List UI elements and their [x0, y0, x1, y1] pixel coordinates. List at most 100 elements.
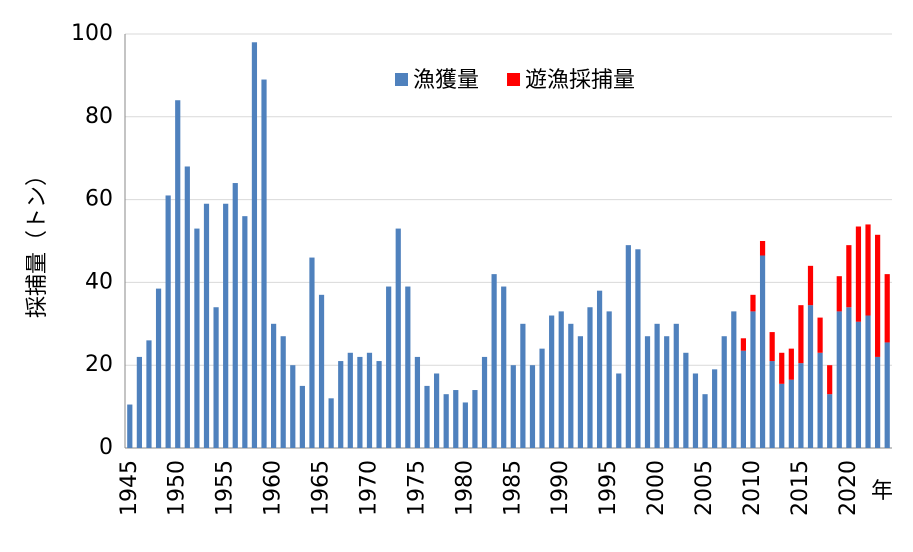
bar-segment: [798, 363, 804, 448]
bar-segment: [366, 352, 373, 448]
bar-segment: [472, 390, 478, 448]
legend-swatch: [507, 73, 521, 86]
x-tick-label: 1960: [261, 460, 286, 516]
bar-segment: [836, 311, 842, 448]
bar-segment: [213, 307, 219, 448]
bar-segment: [798, 305, 804, 364]
bar-segment: [251, 42, 258, 448]
bar-segment: [242, 216, 248, 448]
bar-segment: [865, 315, 871, 448]
bar-segment: [644, 336, 651, 448]
bar-segment: [712, 369, 718, 448]
x-tick-label: 1985: [500, 460, 525, 516]
bar-segment: [855, 321, 862, 448]
bar-segment: [549, 315, 555, 448]
bar-segment: [146, 340, 152, 448]
bar-segment: [203, 203, 210, 448]
x-tick-label: 1975: [404, 460, 429, 516]
bar-segment: [817, 317, 823, 353]
bar-segment: [462, 402, 468, 448]
y-tick-label: 80: [85, 104, 113, 129]
x-tick-label: 1965: [309, 460, 334, 516]
bar-segment: [673, 323, 679, 448]
bar-segment: [817, 352, 823, 448]
bar-segment: [616, 373, 622, 448]
bar-segment: [759, 241, 766, 256]
bar-segment: [875, 234, 881, 357]
x-tick-label: 1945: [117, 460, 142, 516]
bar-segment: [290, 365, 296, 448]
bar-segment: [769, 332, 775, 362]
bar-segment: [788, 348, 794, 380]
x-tick-label: 1980: [452, 460, 477, 516]
bar-segment: [836, 276, 842, 312]
bar-segment: [846, 245, 852, 308]
bar-segment: [405, 286, 411, 448]
y-tick-label: 20: [85, 352, 113, 377]
bar-segment: [750, 294, 756, 312]
bar-segment: [827, 394, 833, 448]
bar-segment: [520, 323, 526, 448]
bar-segment: [740, 338, 746, 351]
bar-segment: [558, 311, 564, 448]
bar-segment: [827, 365, 833, 395]
bar-segment: [731, 311, 737, 448]
bar-segment: [587, 307, 593, 448]
bar-segment: [568, 323, 574, 448]
bar-segment: [347, 352, 353, 448]
bar-segment: [318, 294, 325, 448]
bar-segment: [654, 323, 660, 448]
bar-segment: [865, 224, 871, 316]
bar-segment: [577, 336, 584, 448]
x-tick-label: 1990: [548, 460, 573, 516]
y-tick-label: 100: [71, 21, 113, 46]
bar-segment: [136, 356, 142, 448]
bar-segment: [453, 390, 459, 448]
x-tick-label: 1955: [213, 460, 238, 516]
bar-segment: [740, 350, 746, 448]
bar-segment: [596, 290, 603, 448]
y-tick-label: 60: [85, 187, 113, 212]
bar-segment: [683, 352, 689, 448]
x-tick-label: 2010: [740, 460, 765, 516]
bar-segment: [855, 226, 862, 322]
bar-segment: [501, 286, 507, 448]
x-tick-label: 2005: [692, 460, 717, 516]
bar-segment: [529, 365, 536, 448]
bar-segment: [433, 373, 440, 448]
bar-segment: [414, 356, 421, 448]
bar-segment: [884, 342, 890, 448]
x-tick-label: 2000: [644, 460, 669, 516]
bar-segment: [539, 348, 545, 448]
bar-segment: [481, 356, 488, 448]
bar-segment: [606, 311, 612, 448]
bar-segment: [875, 356, 881, 448]
legend-label: 漁獲量: [413, 68, 479, 93]
bar-segment: [309, 257, 315, 448]
bar-segment: [261, 79, 267, 448]
bar-segment: [175, 100, 181, 449]
bar-segment: [127, 404, 133, 448]
bar-segment: [491, 274, 497, 448]
x-tick-label: 2015: [788, 460, 813, 516]
bar-segment: [664, 336, 670, 448]
bar-segment: [194, 228, 200, 448]
bar-segment: [155, 288, 162, 448]
bar-segment: [376, 361, 382, 448]
y-tick-label: 0: [99, 435, 113, 460]
x-tick-label: 2020: [836, 460, 861, 516]
bar-segment: [769, 361, 775, 448]
bar-segment: [357, 356, 363, 448]
bar-segment: [223, 203, 229, 448]
bar-segment: [165, 195, 171, 448]
bar-segment: [759, 255, 766, 448]
bar-segment: [271, 323, 277, 448]
bar-segment: [395, 228, 401, 448]
bar-segment: [846, 307, 852, 448]
bar-segment: [721, 336, 727, 448]
bar-segment: [779, 383, 785, 448]
x-tick-label: 1970: [356, 460, 381, 516]
x-tick-label: 1995: [596, 460, 621, 516]
bar-segment: [702, 394, 708, 448]
